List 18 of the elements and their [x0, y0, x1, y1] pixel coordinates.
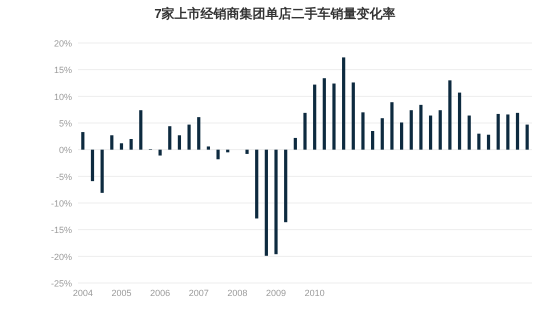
y-tick-label: -20%: [50, 252, 72, 262]
x-tick-label: 2006: [150, 288, 170, 298]
title: 7家上市经销商集团单店二手车销量变化率: [154, 6, 396, 21]
x-tick-label: 2010: [304, 288, 325, 298]
y-tick-label: 20%: [54, 38, 72, 48]
y-tick-label: 15%: [54, 65, 72, 76]
x-tick-label: 2008: [227, 288, 248, 298]
y-tick-label: 0%: [58, 145, 72, 156]
y-tick-label: -5%: [56, 172, 72, 182]
y-tick-label: -15%: [50, 225, 72, 236]
x-tick-label: 2009: [266, 288, 286, 298]
x-tick-label: 2004: [72, 288, 93, 298]
x-tick-label: 2007: [188, 288, 209, 298]
y-tick-label: 5%: [58, 118, 72, 128]
y-tick-label: 10%: [54, 92, 72, 102]
y-tick-label: -10%: [50, 198, 72, 208]
x-tick-label: 2005: [111, 288, 132, 298]
y-tick-label: -25%: [50, 278, 72, 288]
